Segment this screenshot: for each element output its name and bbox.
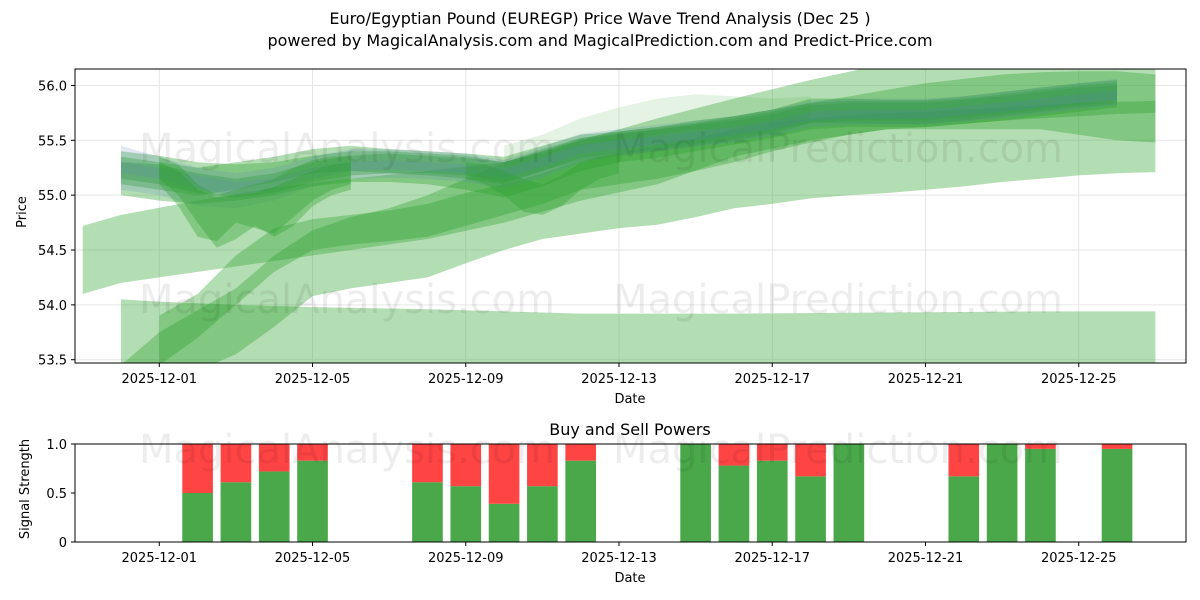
watermark-text: MagicalPrediction.com — [613, 427, 1063, 473]
x-tick-label: 2025-12-17 — [734, 551, 810, 566]
sell-bar — [718, 444, 750, 466]
sell-bar — [450, 444, 482, 487]
x-tick-label: 2025-12-25 — [1041, 372, 1117, 387]
price-watermarks: MagicalAnalysis.com MagicalPrediction.com… — [139, 126, 1063, 323]
x-tick-label: 2025-12-21 — [888, 551, 964, 566]
sell-bar — [527, 444, 558, 487]
x-tick-label: 2025-12-05 — [275, 551, 351, 566]
sell-bar — [412, 444, 443, 483]
band-wide-upper-band — [82, 69, 1156, 294]
buy-bar — [833, 444, 865, 542]
buy-bar — [297, 460, 328, 542]
x-tick-label: 2025-12-01 — [122, 551, 198, 566]
price-grid — [75, 69, 1186, 363]
price-y-axis-label: Price — [15, 196, 30, 228]
chart-subtitle: powered by MagicalAnalysis.com and Magic… — [267, 31, 933, 50]
watermark-text: MagicalPrediction.com — [613, 277, 1063, 323]
signal-chart-title: Buy and Sell Powers — [549, 420, 711, 439]
band-main-band-c — [121, 85, 1117, 198]
signal-axes: 2025-12-01 2025-12-05 2025-12-09 2025-12-13… — [46, 438, 1116, 566]
sell-bar — [1101, 444, 1133, 449]
y-tick-label: 0 — [59, 536, 67, 551]
buy-bar — [565, 460, 597, 542]
chart-title: Euro/Egyptian Pound (EUREGP) Price Wave … — [329, 9, 871, 28]
band-blue-band-b — [121, 90, 1117, 196]
sell-bar — [182, 444, 213, 493]
watermark-text: MagicalAnalysis.com — [139, 427, 555, 473]
x-tick-label: 2025-12-13 — [581, 372, 657, 387]
band-main-band-a — [121, 80, 1117, 196]
x-tick-label: 2025-12-17 — [734, 372, 810, 387]
band-light-upper-band — [504, 94, 811, 168]
watermark-text: MagicalPrediction.com — [613, 126, 1063, 172]
sell-bar — [297, 444, 328, 461]
band-blue-band-a — [121, 78, 1117, 209]
signal-bars — [182, 444, 1133, 542]
buy-bar — [718, 465, 750, 542]
buy-bar — [986, 444, 1018, 542]
x-tick-label: 2025-12-25 — [1041, 551, 1117, 566]
sell-bar — [756, 444, 788, 461]
buy-bar — [412, 482, 443, 542]
buy-bar — [1101, 448, 1133, 542]
y-tick-label: 0.5 — [46, 487, 67, 502]
band-rising-band-low — [123, 71, 1156, 363]
y-tick-label: 54.5 — [38, 244, 67, 259]
buy-bar — [680, 444, 711, 542]
price-axes-frame — [74, 68, 1187, 364]
y-tick-label: 1.0 — [46, 438, 67, 453]
sell-bar — [258, 444, 290, 472]
x-tick-label: 2025-12-01 — [122, 372, 198, 387]
watermark-text: MagicalAnalysis.com — [139, 126, 555, 172]
x-tick-label: 2025-12-09 — [428, 551, 504, 566]
buy-bar — [258, 471, 290, 542]
y-tick-label: 56.0 — [38, 79, 67, 94]
signal-y-axis-label: Signal Strength — [18, 439, 33, 539]
x-tick-label: 2025-12-09 — [428, 372, 504, 387]
y-tick-label: 55.0 — [38, 189, 67, 204]
price-wave-bands — [82, 69, 1156, 363]
sell-bar — [795, 444, 826, 477]
buy-bar — [795, 476, 826, 542]
price-x-axis-label: Date — [614, 392, 645, 407]
sell-bar — [948, 444, 980, 477]
y-tick-label: 54.0 — [38, 299, 67, 314]
band-wide-lower-band — [121, 299, 1156, 363]
buy-bar — [1025, 448, 1056, 542]
buy-bar — [220, 482, 252, 542]
band-dip-band-b — [159, 162, 351, 248]
sell-bar — [1025, 444, 1056, 449]
price-axes: 2025-12-01 2025-12-05 2025-12-09 2025-12-13… — [38, 79, 1116, 387]
band-late-dip-band — [465, 153, 619, 215]
buy-bar — [948, 476, 980, 542]
watermark-text: MagicalAnalysis.com — [139, 277, 555, 323]
band-rising-band-mid — [159, 100, 1156, 363]
x-tick-label: 2025-12-13 — [581, 551, 657, 566]
buy-bar — [488, 503, 520, 542]
sell-bar — [488, 444, 520, 504]
band-dip-band-a — [159, 155, 351, 242]
buy-bar — [756, 460, 788, 542]
buy-bar — [450, 486, 482, 542]
y-tick-label: 55.5 — [38, 134, 67, 149]
signal-watermarks: MagicalAnalysis.com MagicalPrediction.com — [139, 427, 1063, 473]
y-tick-label: 53.5 — [38, 354, 67, 369]
sell-bar — [220, 444, 252, 483]
x-tick-label: 2025-12-21 — [888, 372, 964, 387]
buy-bar — [182, 493, 213, 542]
buy-bar — [527, 486, 558, 542]
x-tick-label: 2025-12-05 — [275, 372, 351, 387]
band-main-band-b — [121, 82, 1117, 204]
sell-bar — [565, 444, 597, 461]
signal-x-axis-label: Date — [614, 571, 645, 586]
